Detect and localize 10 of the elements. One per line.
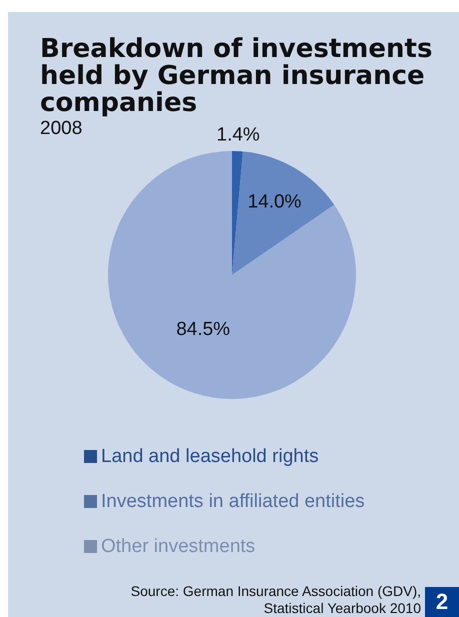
data-label: 14.0% [248,191,302,212]
data-label: 84.5% [176,319,230,340]
legend-label: Investments in affiliated entities [101,490,365,512]
legend-label: Land and leasehold rights [101,446,319,468]
chart-subtitle: 2008 [40,118,82,140]
source-note: Source: German Insurance Association (GDV), Statistical Yearbook 2010 [130,583,421,617]
legend-label: Other investments [101,536,256,558]
text: 2 [425,587,459,617]
data-label: 1.4% [216,124,260,146]
chart-title: Breakdown of investments held by German insurance companies [40,34,434,118]
